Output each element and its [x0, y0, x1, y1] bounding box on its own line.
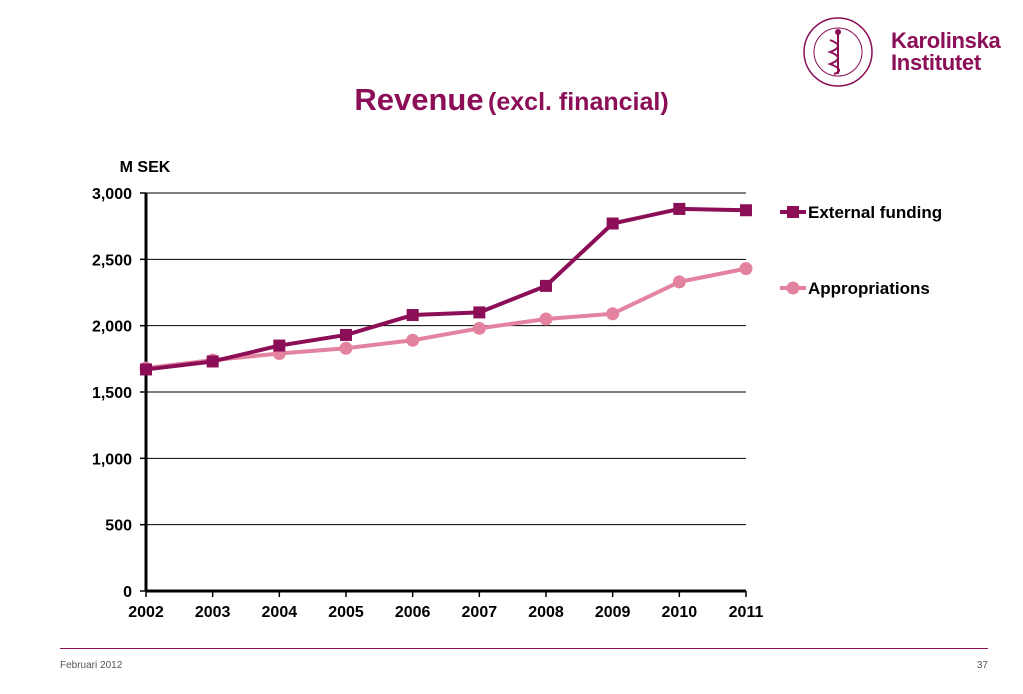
page-number: 37: [976, 660, 988, 671]
y-tick-label: 2,500: [92, 252, 132, 269]
y-tick-label: 500: [105, 518, 132, 535]
x-tick-label: 2004: [262, 604, 298, 621]
karolinska-seal-logo: [803, 17, 873, 87]
data-point: [140, 363, 152, 376]
series-group: [139, 202, 753, 376]
data-point: [739, 262, 753, 276]
data-point: [273, 339, 286, 352]
legend: External funding Appropriations: [780, 203, 942, 298]
grid-lines: [146, 192, 746, 526]
x-tick-label: 2011: [729, 604, 764, 621]
legend-label: Appropriations: [808, 279, 930, 298]
x-tick-label: 2010: [662, 604, 698, 621]
data-point: [406, 333, 420, 347]
y-axis-label: M SEK: [120, 159, 171, 176]
data-point: [206, 355, 219, 368]
data-point: [406, 309, 419, 322]
footer-date: Februari 2012: [60, 660, 123, 671]
legend-label: External funding: [808, 203, 942, 222]
series-line: [145, 206, 747, 372]
logo-line1: Karolinska: [891, 28, 1001, 53]
x-tick-label: 2003: [195, 604, 231, 621]
data-point: [339, 341, 353, 355]
y-tick-label: 1,000: [92, 451, 132, 468]
legend-marker: [787, 206, 799, 218]
chart-title-sub: (excl. financial): [488, 88, 669, 116]
data-point: [472, 321, 486, 335]
data-point: [606, 307, 620, 321]
data-point: [473, 306, 486, 319]
axes: [140, 192, 747, 597]
series-line: [145, 266, 747, 371]
x-tick-label: 2008: [528, 604, 564, 621]
data-point: [606, 217, 619, 230]
x-tick-label: 2009: [595, 604, 631, 621]
x-tick-label: 2005: [328, 604, 364, 621]
y-tick-label: 1,500: [92, 385, 132, 402]
chart-title: Revenue (excl. financial): [0, 82, 1023, 118]
data-point: [740, 204, 752, 217]
data-point: [672, 275, 686, 289]
x-tick-label: 2007: [462, 604, 498, 621]
y-tick-label: 2,000: [92, 319, 132, 336]
legend-marker: [786, 281, 800, 295]
logo-wordmark: Karolinska Institutet: [891, 30, 1001, 74]
data-point: [340, 328, 352, 341]
x-tick-label: 2006: [395, 604, 431, 621]
x-tick-label: 2002: [128, 604, 164, 621]
data-point: [540, 279, 552, 292]
y-tick-labels: 0 500 1,000 1,500 2,000 2,500 3,000: [92, 186, 132, 601]
y-tick-label: 3,000: [92, 186, 132, 203]
data-point: [539, 312, 553, 326]
y-tick-label: 0: [123, 584, 132, 601]
footer-divider: [60, 648, 988, 649]
logo-line2: Institutet: [891, 50, 981, 75]
chart-title-main: Revenue: [354, 82, 484, 117]
x-tick-labels: 2002 2003 2004 2005 2006 2007 2008 2009 2010 2011: [128, 604, 763, 621]
data-point: [673, 202, 686, 215]
